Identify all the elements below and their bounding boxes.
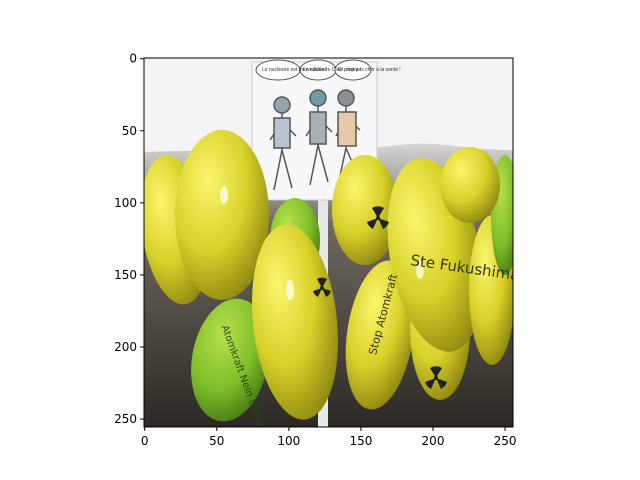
x-axis-ticks: 0 50 100 150 200 250 xyxy=(141,427,517,448)
plot-frame xyxy=(143,57,514,428)
x-tick-label: 100 xyxy=(277,434,300,448)
y-tick-label: 0 xyxy=(129,52,137,66)
y-tick-label: 100 xyxy=(114,196,137,210)
x-tick-label: 150 xyxy=(349,434,372,448)
sign-text: Le nucléaire est mérveilleux ! xyxy=(262,67,327,73)
x-tick-label: 50 xyxy=(209,434,224,448)
cartoon-figure xyxy=(305,89,333,186)
x-tick-label: 200 xyxy=(422,434,445,448)
balloon-highlight xyxy=(416,261,424,279)
y-axis-ticks: 0 50 100 150 200 250 xyxy=(114,52,144,426)
cartoon-sign: Le nucléaire est mérveilleux ! Le nucléa… xyxy=(251,59,401,201)
balloon xyxy=(175,130,269,300)
radiation-symbol xyxy=(425,366,447,389)
x-tick-label: 250 xyxy=(494,434,517,448)
balloon xyxy=(440,147,500,223)
y-tick-label: 200 xyxy=(114,340,137,354)
balloon-highlight xyxy=(220,186,228,204)
y-tick-label: 150 xyxy=(114,268,137,282)
balloon xyxy=(332,155,398,265)
photo: Le nucléaire est mérveilleux ! Le nucléa… xyxy=(144,58,513,427)
y-tick-label: 250 xyxy=(114,412,137,426)
balloon xyxy=(251,224,339,420)
radiation-symbol xyxy=(367,206,389,229)
balloon xyxy=(345,260,415,410)
radiation-symbol xyxy=(313,277,331,297)
cartoon-figure xyxy=(269,96,297,191)
sign-text: Le nucléaire C'est propre ! xyxy=(303,67,362,73)
x-tick-label: 0 xyxy=(141,434,149,448)
balloon xyxy=(191,298,269,422)
balloon-highlight xyxy=(286,280,294,300)
y-tick-label: 50 xyxy=(122,124,137,138)
speech-bubble xyxy=(334,59,372,81)
balloons: Ste Fukushima Stop Atomkraft Atomkraft N… xyxy=(144,130,513,427)
sign-text: Et c'est pas cher à la santé ! xyxy=(338,67,401,73)
